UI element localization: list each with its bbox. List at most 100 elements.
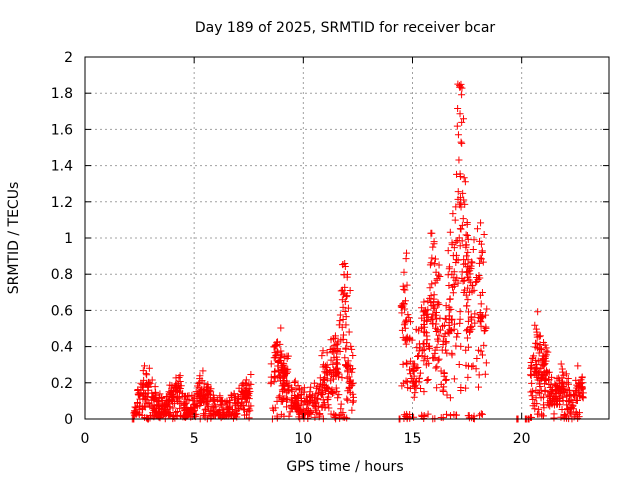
data-point	[560, 412, 568, 420]
axis-ticks: 00.20.40.60.811.21.41.61.820 5 10 15 20	[51, 50, 609, 447]
data-point	[345, 384, 353, 392]
data-point	[343, 395, 351, 403]
data-point	[151, 383, 159, 391]
data-point	[430, 295, 438, 303]
data-point	[428, 280, 436, 288]
data-point	[150, 395, 158, 403]
data-point	[145, 399, 153, 407]
data-point	[271, 367, 279, 375]
data-point	[223, 409, 231, 417]
data-point	[145, 364, 153, 372]
data-point	[449, 252, 457, 260]
data-point	[456, 242, 464, 250]
data-point	[450, 281, 458, 289]
data-point	[541, 353, 549, 361]
data-point	[557, 413, 565, 421]
data-point	[281, 353, 289, 361]
data-point	[442, 346, 450, 354]
data-point	[477, 410, 485, 418]
data-point	[427, 259, 435, 267]
data-point	[269, 404, 277, 412]
data-point	[531, 321, 539, 329]
data-point	[237, 402, 245, 410]
data-point	[455, 360, 463, 368]
data-point	[276, 356, 284, 364]
data-point	[424, 297, 432, 305]
data-point	[185, 396, 193, 404]
data-point	[545, 393, 553, 401]
data-point	[463, 231, 471, 239]
data-point	[247, 380, 255, 388]
data-point	[299, 401, 307, 409]
data-point	[141, 403, 149, 411]
data-point	[475, 383, 483, 391]
data-point	[460, 277, 468, 285]
data-point	[528, 379, 536, 387]
data-point	[563, 379, 571, 387]
data-point	[272, 351, 280, 359]
data-point	[540, 380, 548, 388]
data-point	[318, 403, 326, 411]
data-point	[231, 401, 239, 409]
y-tick-label: 0.8	[51, 267, 73, 283]
data-point	[340, 331, 348, 339]
data-point	[336, 414, 344, 422]
data-point	[443, 391, 451, 399]
data-point	[201, 406, 209, 414]
data-point	[312, 406, 320, 414]
data-point	[556, 380, 564, 388]
data-point	[342, 293, 350, 301]
data-point	[435, 261, 443, 269]
data-point	[564, 380, 572, 388]
data-point	[443, 349, 451, 357]
data-point	[483, 305, 491, 313]
data-point	[406, 366, 414, 374]
data-point	[534, 357, 542, 365]
data-point	[166, 389, 174, 397]
data-point	[462, 231, 470, 239]
data-point	[196, 392, 204, 400]
data-point	[172, 386, 180, 394]
data-point	[182, 413, 190, 421]
data-point	[479, 258, 487, 266]
data-point	[472, 365, 480, 373]
data-point	[454, 279, 462, 287]
data-point	[450, 274, 458, 282]
data-point	[446, 228, 454, 236]
data-point	[332, 384, 340, 392]
data-point	[331, 414, 339, 422]
data-point	[548, 373, 556, 381]
data-point	[406, 370, 414, 378]
data-point	[215, 408, 223, 416]
data-point	[400, 321, 408, 329]
data-point	[528, 392, 536, 400]
data-point	[242, 398, 250, 406]
data-point	[334, 394, 342, 402]
data-point	[444, 271, 452, 279]
data-point	[349, 398, 357, 406]
data-point	[531, 366, 539, 374]
data-point	[344, 396, 352, 404]
data-point	[329, 375, 337, 383]
data-point	[450, 375, 458, 383]
data-point	[553, 400, 561, 408]
data-point	[449, 289, 457, 297]
y-tick-label: 2	[64, 50, 73, 66]
data-point	[429, 320, 437, 328]
data-point	[411, 389, 419, 397]
data-point	[468, 363, 476, 371]
data-point	[267, 360, 275, 368]
data-point	[135, 391, 143, 399]
data-point	[528, 355, 536, 363]
data-point	[228, 393, 236, 401]
data-point	[279, 397, 287, 405]
data-point	[456, 199, 464, 207]
data-point	[444, 247, 452, 255]
data-point	[278, 350, 286, 358]
data-point	[318, 352, 326, 360]
data-point	[574, 414, 582, 422]
data-point	[209, 409, 217, 417]
data-point	[348, 368, 356, 376]
data-point	[424, 410, 432, 418]
data-point	[432, 327, 440, 335]
